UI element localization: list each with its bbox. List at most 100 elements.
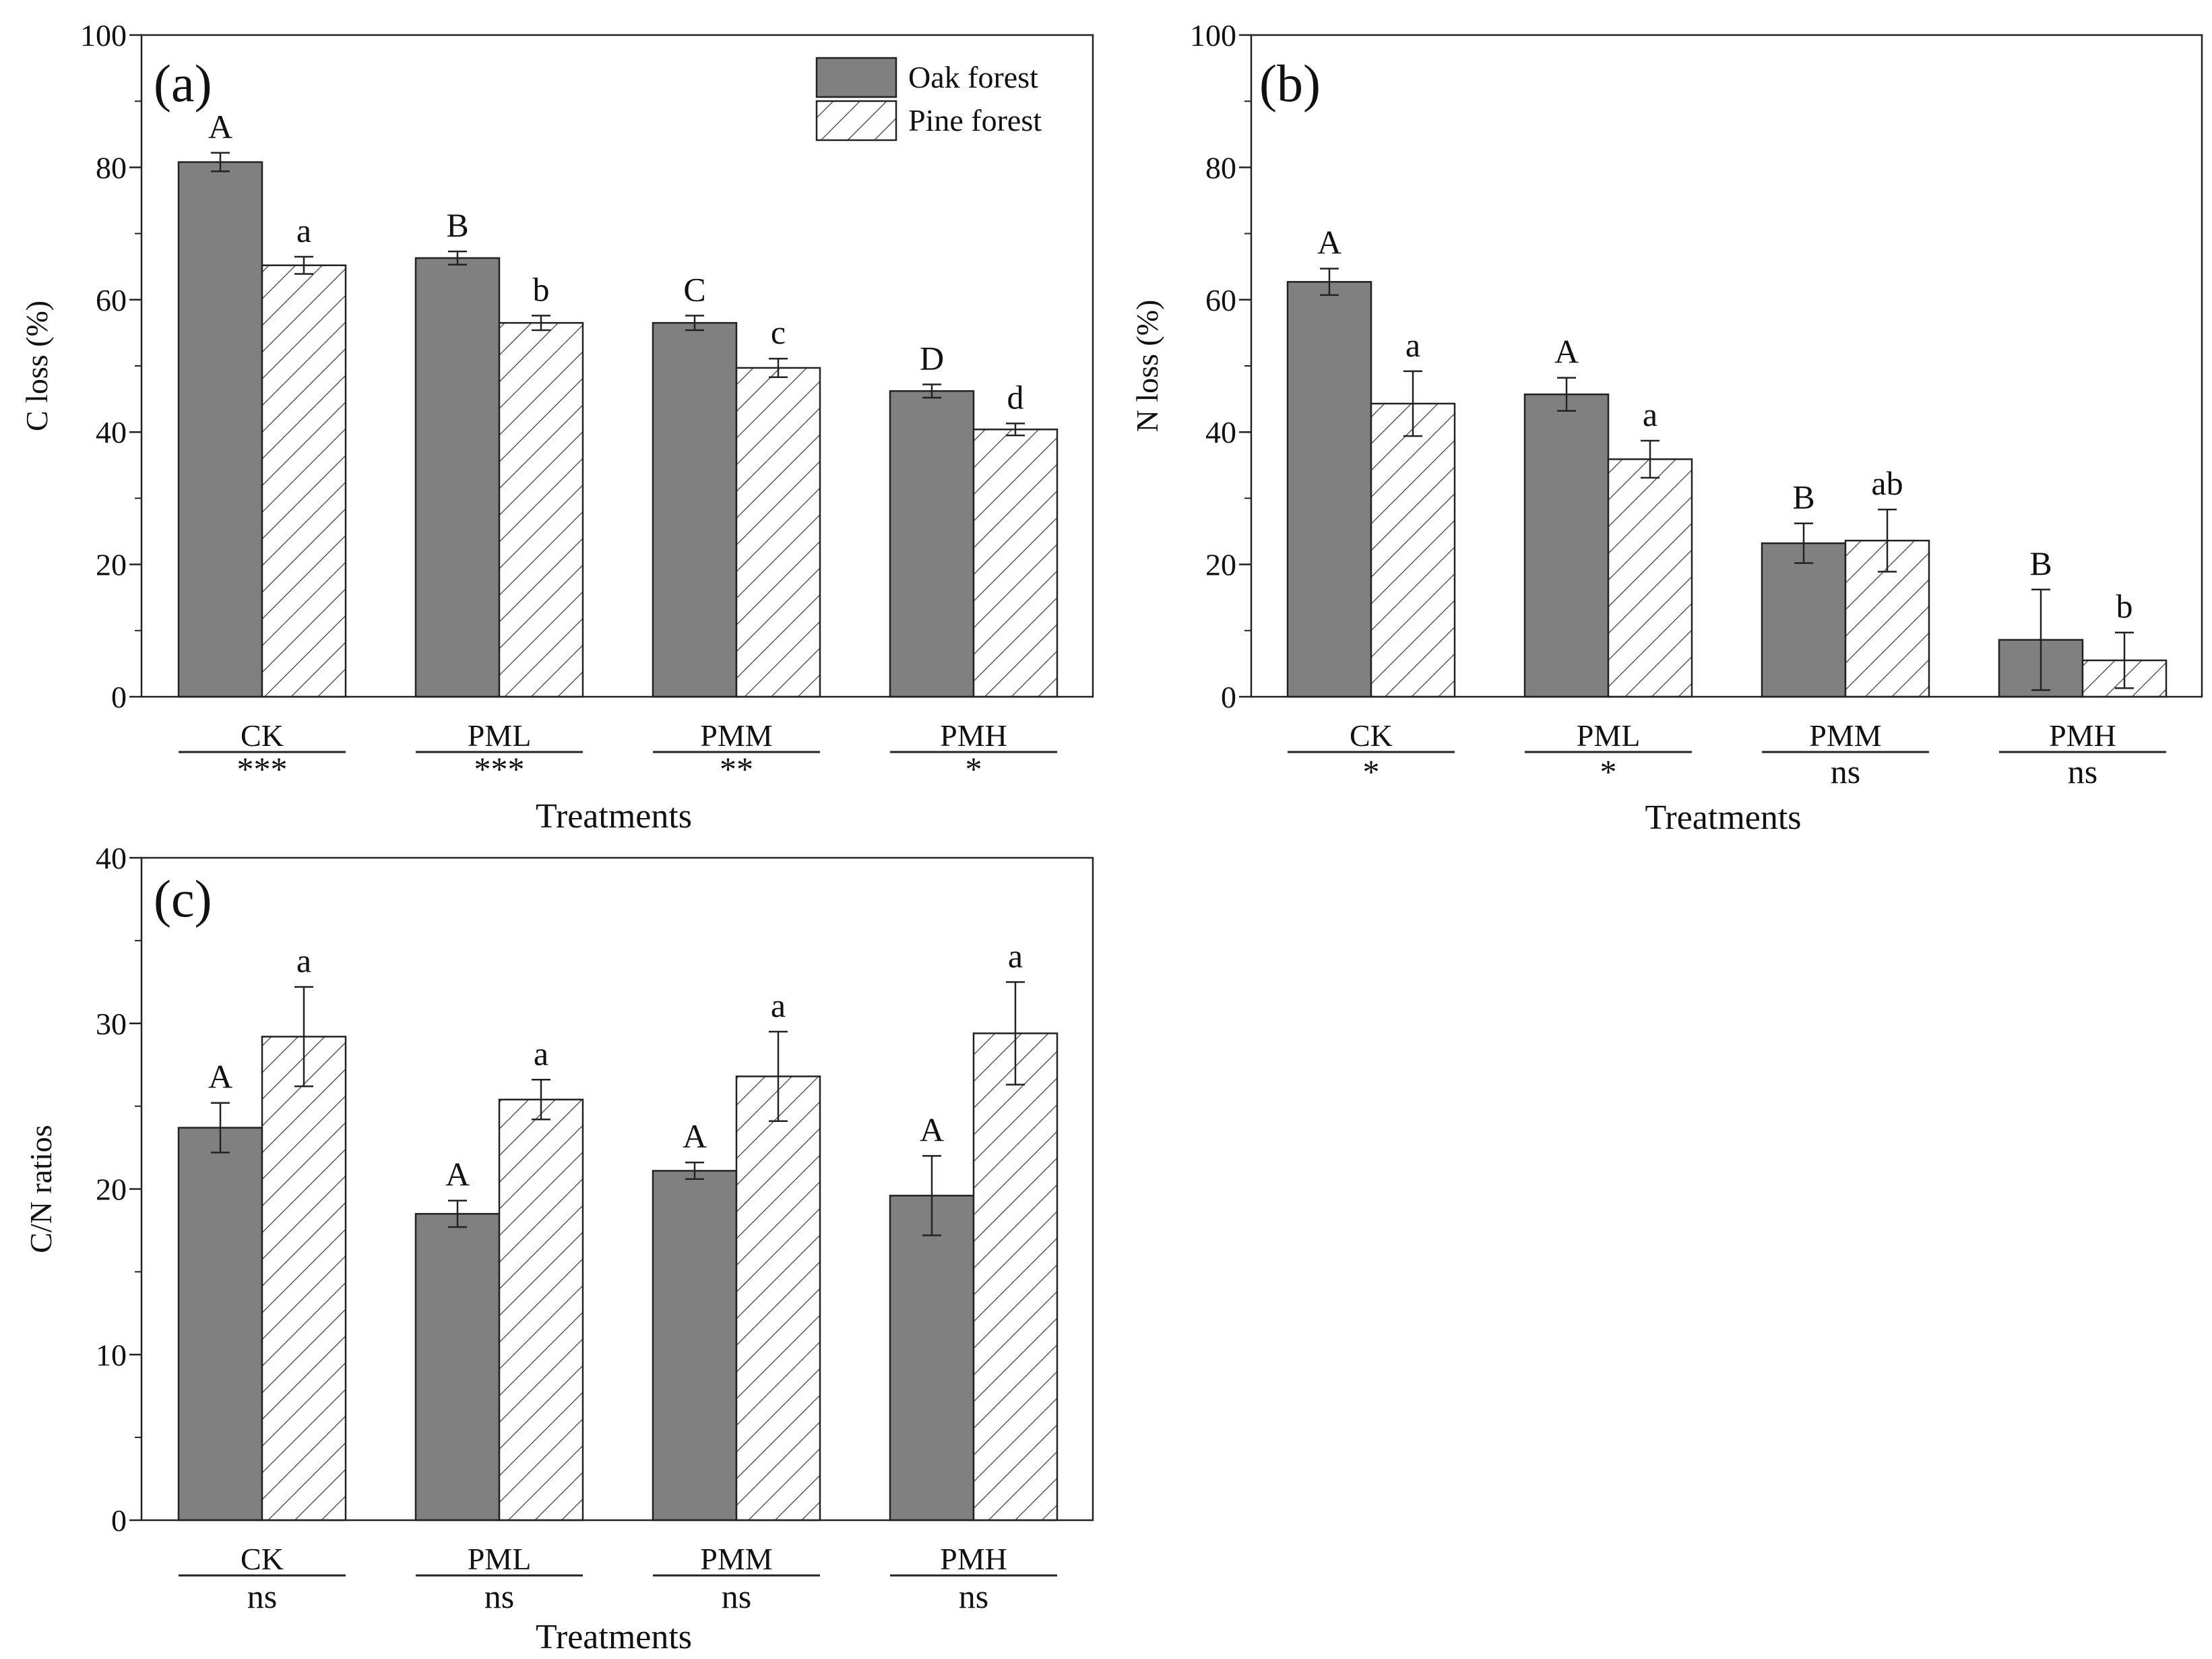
bar-oak-forest (414, 1213, 501, 1522)
significance-letter: a (1405, 326, 1420, 364)
x-category-label: PMH (940, 1542, 1007, 1576)
x-category-label: PML (468, 1542, 532, 1576)
y-tick-label: 30 (96, 1007, 127, 1041)
significance-letter: b (533, 270, 550, 308)
significance-letter: a (534, 1034, 548, 1072)
x-category-label: PML (1577, 718, 1641, 753)
x-category-label: CK (241, 718, 284, 753)
bar-pine-forest (735, 1075, 821, 1522)
x-category-label: PMM (1809, 718, 1881, 753)
legend: Oak forest Pine forest (815, 57, 1042, 142)
legend-swatch-oak (815, 57, 897, 98)
significance-letter: c (771, 313, 786, 351)
bar-pine-forest (1370, 402, 1456, 698)
legend-label-oak: Oak forest (908, 60, 1038, 94)
x-axis-title: Treatments (536, 797, 692, 836)
y-tick-label: 80 (1205, 150, 1236, 185)
bar-pine-forest (972, 429, 1058, 698)
y-tick-label: 0 (111, 680, 127, 714)
bar-oak-forest (889, 1195, 975, 1522)
forest-significance-label: * (966, 750, 982, 788)
bar-pine-forest (498, 1098, 584, 1522)
significance-letter: A (208, 1058, 232, 1096)
forest-significance-label: ns (484, 1577, 514, 1615)
bar-pine-forest (261, 1036, 347, 1522)
legend-swatch-pine (815, 100, 897, 142)
bar-oak-forest (1761, 542, 1847, 698)
x-category-label: PMM (700, 1542, 772, 1576)
forest-significance-label: ns (959, 1577, 988, 1615)
significance-letter: ab (1871, 464, 1903, 502)
y-tick-label: 0 (111, 1503, 127, 1538)
x-axis-title: Treatments (536, 1618, 692, 1656)
x-axis-title: Treatments (1645, 799, 1801, 837)
x-category-label: PMH (940, 718, 1007, 753)
y-tick-label: 100 (80, 18, 127, 53)
significance-letter: a (771, 987, 786, 1024)
bar-oak-forest (652, 1170, 738, 1522)
significance-letter: A (1554, 333, 1579, 371)
panel-a: 020406080100AaCK***BbPML***CcPMM**DdPMH*… (20, 18, 1094, 836)
forest-significance-label: *** (474, 750, 525, 788)
x-category-label: PML (468, 718, 532, 753)
y-tick-label: 20 (1205, 548, 1236, 582)
y-axis-title: N loss (%) (1130, 300, 1164, 433)
forest-significance-label: ** (720, 750, 753, 788)
x-category-label: PMH (2049, 718, 2116, 753)
panel-label: (a) (154, 54, 212, 113)
y-axis-title: C loss (%) (20, 301, 54, 431)
significance-letter: a (296, 942, 311, 980)
significance-letter: D (920, 339, 944, 377)
bar-pine-forest (261, 264, 347, 698)
significance-letter: B (446, 206, 468, 244)
bar-oak-forest (1286, 281, 1372, 698)
bar-pine-forest (498, 321, 584, 698)
significance-letter: A (683, 1117, 707, 1155)
y-tick-label: 40 (96, 841, 127, 875)
plot-frame (1250, 34, 2203, 698)
plot-frame (140, 856, 1094, 1522)
significance-letter: A (208, 108, 232, 146)
y-tick-label: 60 (1205, 283, 1236, 317)
y-tick-label: 60 (96, 283, 127, 317)
plot-frame (140, 34, 1094, 698)
significance-letter: B (1792, 478, 1814, 516)
significance-letter: A (445, 1156, 470, 1193)
bar-oak-forest (177, 161, 263, 698)
bar-oak-forest (889, 390, 975, 698)
significance-letter: b (2116, 588, 2133, 625)
forest-significance-label: ns (1831, 753, 1860, 790)
significance-letter: d (1007, 378, 1024, 416)
y-axis-title: C/N ratios (24, 1125, 58, 1253)
x-category-label: PMM (700, 718, 772, 753)
panel-c: 010203040AaCKnsAaPMLnsAaPMMnsAaPMHns(c)C… (24, 841, 1094, 1656)
bar-oak-forest (652, 321, 738, 698)
y-tick-label: 80 (96, 150, 127, 185)
y-tick-label: 40 (1205, 415, 1236, 449)
forest-significance-label: * (1600, 753, 1617, 790)
significance-letter: A (920, 1110, 944, 1148)
legend-label-pine: Pine forest (908, 103, 1042, 137)
bar-oak-forest (414, 257, 501, 698)
forest-significance-label: * (1363, 753, 1380, 790)
x-category-label: CK (241, 1542, 284, 1576)
significance-letter: a (296, 212, 311, 249)
panel-label: (c) (154, 869, 212, 928)
bar-pine-forest (972, 1032, 1058, 1522)
significance-letter: a (1008, 937, 1023, 974)
significance-letter: B (2029, 544, 2052, 582)
y-tick-label: 10 (96, 1338, 127, 1372)
y-tick-label: 20 (96, 548, 127, 582)
y-tick-label: 20 (96, 1172, 127, 1207)
y-tick-label: 100 (1190, 18, 1236, 53)
forest-significance-label: ns (247, 1577, 277, 1615)
bar-pine-forest (1607, 458, 1693, 698)
y-tick-label: 40 (96, 415, 127, 449)
bar-pine-forest (735, 367, 821, 698)
bar-oak-forest (177, 1127, 263, 1522)
panel-label: (b) (1259, 54, 1321, 113)
significance-letter: C (683, 270, 705, 308)
x-category-label: CK (1350, 718, 1393, 753)
